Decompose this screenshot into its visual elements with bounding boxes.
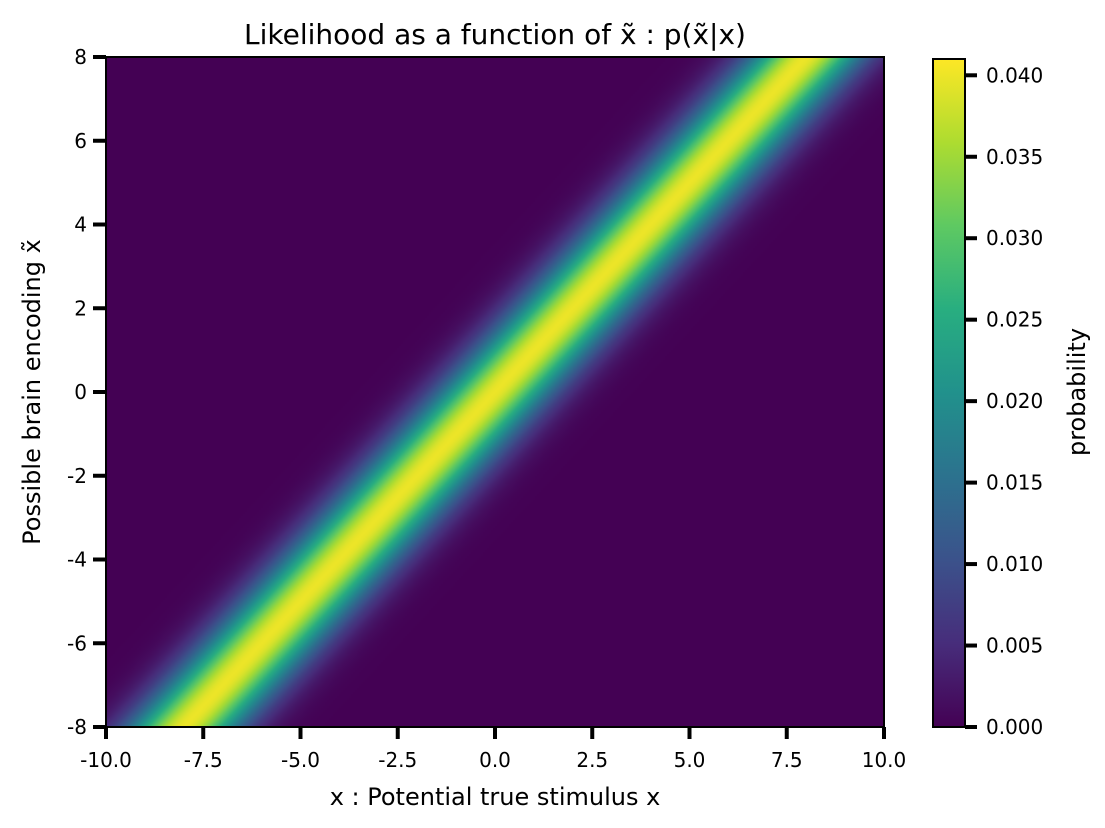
colorbar-tick-label: 0.040 <box>986 63 1043 87</box>
y-tick-label: -6 <box>67 631 87 655</box>
y-axis-ticks: -8 -6 -4 -2 0 2 4 6 8 <box>67 45 106 739</box>
y-tick-label: 2 <box>74 296 87 320</box>
colorbar-tick-label: 0.010 <box>986 552 1043 576</box>
x-tick-label: 0.0 <box>479 748 511 772</box>
x-axis-ticks: -10.0 -7.5 -5.0 -2.5 0.0 2.5 5.0 7.5 10.0 <box>80 727 906 772</box>
colorbar-tick-label: 0.035 <box>986 145 1043 169</box>
chart-title: Likelihood as a function of x̃ : p(x̃|x) <box>244 18 746 51</box>
colorbar-tick-label: 0.020 <box>986 389 1043 413</box>
x-tick-label: 7.5 <box>771 748 803 772</box>
heatmap-image <box>106 57 884 727</box>
x-tick-label: -5.0 <box>281 748 320 772</box>
y-tick-label: -4 <box>67 548 87 572</box>
colorbar-tick-label: 0.025 <box>986 308 1043 332</box>
y-tick-label: -2 <box>67 464 87 488</box>
x-tick-label: -2.5 <box>378 748 417 772</box>
x-tick-label: 2.5 <box>576 748 608 772</box>
colorbar-tick-label: 0.030 <box>986 226 1043 250</box>
y-tick-label: 8 <box>74 45 87 69</box>
y-tick-label: 0 <box>74 380 87 404</box>
colorbar-tick-label: 0.015 <box>986 471 1043 495</box>
colorbar-tick-label: 0.000 <box>986 715 1043 739</box>
y-tick-label: 6 <box>74 129 87 153</box>
y-tick-label: -8 <box>67 715 87 739</box>
colorbar-tick-label: 0.005 <box>986 634 1043 658</box>
x-axis-label: x : Potential true stimulus x <box>330 783 661 811</box>
x-tick-label: 10.0 <box>862 748 907 772</box>
x-tick-label: -7.5 <box>184 748 223 772</box>
colorbar-ticks: 0.000 0.005 0.010 0.015 0.020 0.025 0.030 0.035… <box>965 63 1043 739</box>
y-axis-label: Possible brain encoding x̃ <box>18 239 46 545</box>
colorbar <box>932 58 966 728</box>
x-tick-label: -10.0 <box>80 748 132 772</box>
x-tick-label: 5.0 <box>674 748 706 772</box>
y-tick-label: 4 <box>74 213 87 237</box>
colorbar-label: probability <box>1063 328 1091 456</box>
